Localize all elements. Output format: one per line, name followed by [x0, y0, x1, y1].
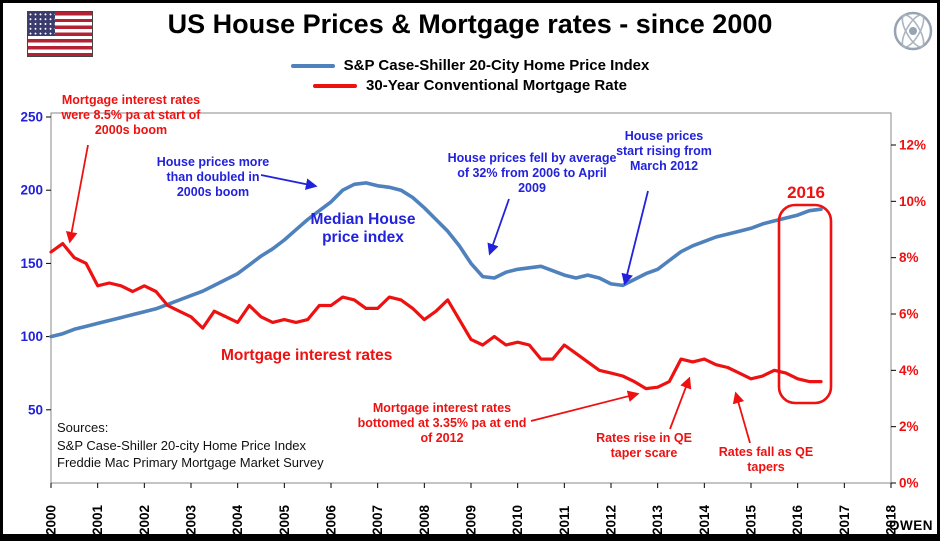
- legend-item-mortgage-rate: 30-Year Conventional Mortgage Rate: [313, 77, 627, 94]
- annotation-taper-scare: Rates rise in QE taper scare: [596, 431, 692, 460]
- annotation-prices-fell: House prices fell by average of 32% from…: [447, 151, 617, 195]
- legend-line-red-icon: [313, 83, 358, 88]
- globe-emblem-icon: [893, 11, 933, 51]
- svg-text:2012: 2012: [604, 505, 619, 534]
- sources-block: Sources: S&P Case-Shiller 20-city Home P…: [57, 419, 324, 472]
- svg-text:2013: 2013: [650, 504, 665, 534]
- svg-text:50: 50: [28, 402, 43, 417]
- series-label-mortgage-rates: Mortgage interest rates: [221, 347, 393, 364]
- svg-text:2011: 2011: [557, 505, 572, 534]
- annotation-prices-rising: House prices start rising from March 201…: [616, 129, 712, 173]
- svg-text:2009: 2009: [464, 505, 479, 534]
- svg-text:2015: 2015: [744, 504, 759, 534]
- svg-text:2001: 2001: [90, 504, 105, 534]
- page-title: US House Prices & Mortgage rates - since…: [167, 9, 773, 39]
- sources-line: Freddie Mac Primary Mortgage Market Surv…: [57, 455, 324, 471]
- svg-text:2010: 2010: [510, 505, 525, 534]
- svg-text:2014: 2014: [697, 504, 712, 534]
- svg-text:250: 250: [20, 110, 43, 125]
- svg-text:150: 150: [20, 256, 43, 271]
- svg-text:2003: 2003: [184, 504, 199, 534]
- legend: S&P Case-Shiller 20-City Home Price Inde…: [3, 57, 937, 94]
- svg-text:2016: 2016: [790, 504, 805, 534]
- annotation-rates-bottomed: Mortgage interest rates bottomed at 3.35…: [357, 401, 527, 445]
- us-flag-icon: [27, 11, 93, 57]
- legend-label: S&P Case-Shiller 20-City Home Price Inde…: [343, 57, 650, 74]
- sources-title: Sources:: [57, 420, 109, 435]
- svg-text:0%: 0%: [899, 476, 919, 491]
- sources-line: S&P Case-Shiller 20-city Home Price Inde…: [57, 437, 307, 453]
- svg-text:2017: 2017: [837, 505, 852, 534]
- svg-text:2007: 2007: [370, 505, 385, 534]
- legend-line-blue-icon: [290, 63, 335, 68]
- annotation-prices-doubled: House prices more than doubled in 2000s …: [156, 155, 270, 199]
- svg-text:2002: 2002: [137, 505, 152, 534]
- annotation-qe-tapers: Rates fall as QE tapers: [718, 445, 814, 474]
- svg-text:2008: 2008: [417, 504, 432, 534]
- svg-text:6%: 6%: [899, 307, 919, 322]
- svg-text:2004: 2004: [230, 504, 245, 534]
- svg-text:2005: 2005: [277, 504, 292, 534]
- highlight-year-label: 2016: [787, 183, 825, 202]
- svg-text:2018: 2018: [884, 504, 899, 534]
- svg-text:2006: 2006: [324, 504, 339, 534]
- annotation-rates-start: Mortgage interest rates were 8.5% pa at …: [61, 93, 201, 137]
- author-watermark: OWEN: [889, 518, 933, 533]
- svg-text:12%: 12%: [899, 138, 926, 153]
- svg-text:200: 200: [20, 183, 43, 198]
- flag-canton: [28, 12, 55, 36]
- chart-plot: 50 100 150 200 250 0% 2% 4% 6% 8% 10% 12% 2000 2001 20…: [20, 110, 926, 535]
- legend-item-house-index: S&P Case-Shiller 20-City Home Price Inde…: [290, 57, 650, 74]
- svg-text:2000: 2000: [44, 505, 59, 534]
- series-label-median-house-index: Median House price index: [310, 211, 416, 246]
- svg-text:8%: 8%: [899, 250, 919, 265]
- svg-text:10%: 10%: [899, 194, 926, 209]
- svg-text:2%: 2%: [899, 419, 919, 434]
- svg-text:4%: 4%: [899, 363, 919, 378]
- svg-text:100: 100: [20, 329, 43, 344]
- legend-label: 30-Year Conventional Mortgage Rate: [366, 77, 627, 94]
